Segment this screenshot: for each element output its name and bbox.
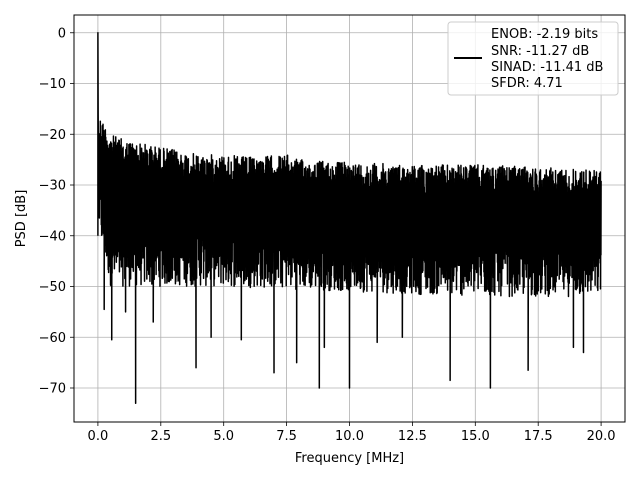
- y-tick-label: −40: [39, 229, 66, 244]
- y-axis-label: PSD [dB]: [14, 190, 29, 248]
- y-tick-label: −20: [39, 128, 66, 143]
- legend-box: [447, 21, 619, 96]
- x-tick-label: 20.0: [587, 429, 616, 444]
- plot-frame: [73, 14, 626, 423]
- y-tick-label: −70: [39, 381, 66, 396]
- legend-sfdr: SFDR: 4.71: [491, 76, 563, 91]
- x-axis-label: Frequency [MHz]: [295, 451, 404, 466]
- psd-line: [97, 32, 602, 404]
- legend: ENOB: -2.19 bits SNR: -11.27 dB SINAD: -…: [447, 21, 619, 96]
- y-tick-label: −50: [39, 280, 66, 295]
- y-tick-label: −60: [39, 331, 66, 346]
- ticks: 0.0 2.5 5.0 7.5 10.0 12.5 15.0 17.5 20.0 0 −10 −20 −…: [39, 26, 616, 444]
- legend-sinad: SINAD: -11.41 dB: [491, 60, 603, 75]
- y-tick-label: −10: [39, 77, 66, 92]
- x-tick-label: 10.0: [335, 429, 364, 444]
- x-tick-label: 15.0: [461, 429, 490, 444]
- legend-enob: ENOB: -2.19 bits: [491, 27, 598, 42]
- x-tick-label: 17.5: [524, 429, 553, 444]
- x-tick-label: 2.5: [150, 429, 171, 444]
- y-tick-label: 0: [58, 26, 66, 41]
- x-tick-label: 12.5: [398, 429, 427, 444]
- x-tick-label: 0.0: [88, 429, 109, 444]
- psd-series: [97, 32, 602, 404]
- legend-snr: SNR: -11.27 dB: [491, 44, 589, 59]
- y-tick-label: −30: [39, 179, 66, 194]
- x-tick-label: 5.0: [213, 429, 234, 444]
- x-tick-label: 7.5: [276, 429, 297, 444]
